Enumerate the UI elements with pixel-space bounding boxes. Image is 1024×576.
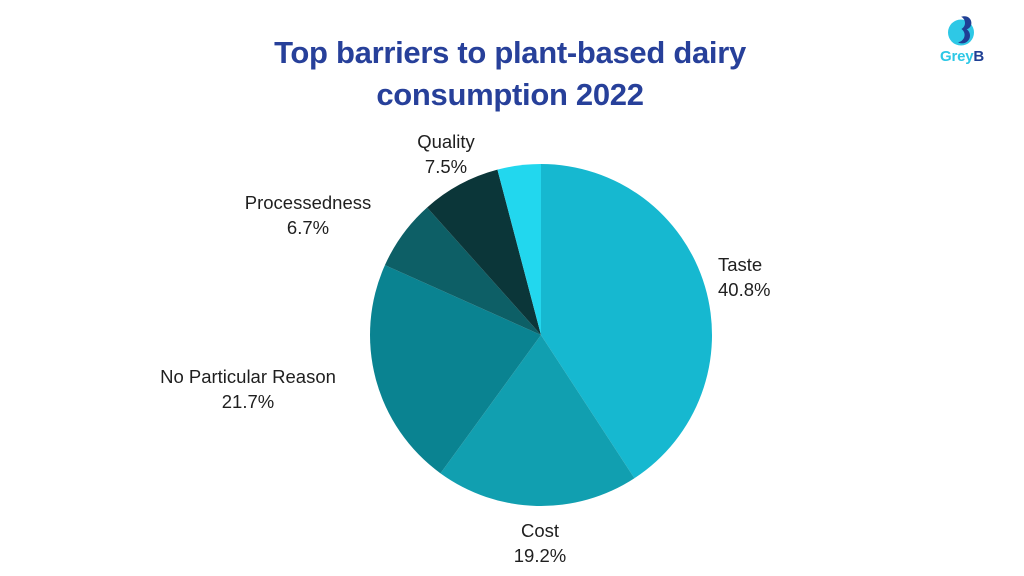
greyb-logo-text: GreyB <box>926 49 998 65</box>
pie-slice-no-particular-reason <box>370 265 541 474</box>
slice-label-no-particular-reason: No Particular Reason 21.7% <box>148 364 348 414</box>
slice-label-cost: Cost 19.2% <box>440 518 640 568</box>
greyb-logo-icon <box>948 16 974 46</box>
pie-slice-processedness <box>384 207 541 335</box>
pie-chart-svg <box>370 164 713 506</box>
slice-label-processedness-value: 6.7% <box>286 217 330 238</box>
logo-text-grey: Grey <box>939 48 974 65</box>
slice-label-processedness-name: Processedness <box>244 192 372 213</box>
slice-label-no-particular-reason-value: 21.7% <box>221 391 275 412</box>
pie-slice-taste <box>541 164 713 479</box>
slice-label-processedness: Processedness 6.7% <box>222 190 394 240</box>
slice-label-taste-name: Taste <box>718 254 763 275</box>
greyb-logo: GreyB <box>926 12 998 74</box>
logo-text-b: B <box>973 48 985 65</box>
page-title-line-1: Top barriers to plant-based dairy <box>274 35 746 70</box>
slice-label-quality-name: Quality <box>417 131 475 152</box>
pie-slice-group <box>370 164 713 506</box>
slice-label-taste: Taste 40.8% <box>718 252 770 302</box>
slice-label-cost-value: 19.2% <box>513 545 567 566</box>
slice-label-no-particular-reason-name: No Particular Reason <box>160 366 336 387</box>
pie-slice-other <box>497 164 541 335</box>
slice-label-taste-value: 40.8% <box>718 279 771 300</box>
page-title-line-2: consumption 2022 <box>376 77 644 112</box>
pie-slice-quality <box>427 169 541 335</box>
slice-label-quality-value: 7.5% <box>424 156 468 177</box>
page-title: Top barriers to plant-based dairy consum… <box>180 32 840 116</box>
pie-slice-cost <box>440 335 635 506</box>
slice-label-cost-name: Cost <box>520 520 560 541</box>
slice-label-quality: Quality 7.5% <box>372 129 520 179</box>
pie-chart <box>369 163 713 507</box>
